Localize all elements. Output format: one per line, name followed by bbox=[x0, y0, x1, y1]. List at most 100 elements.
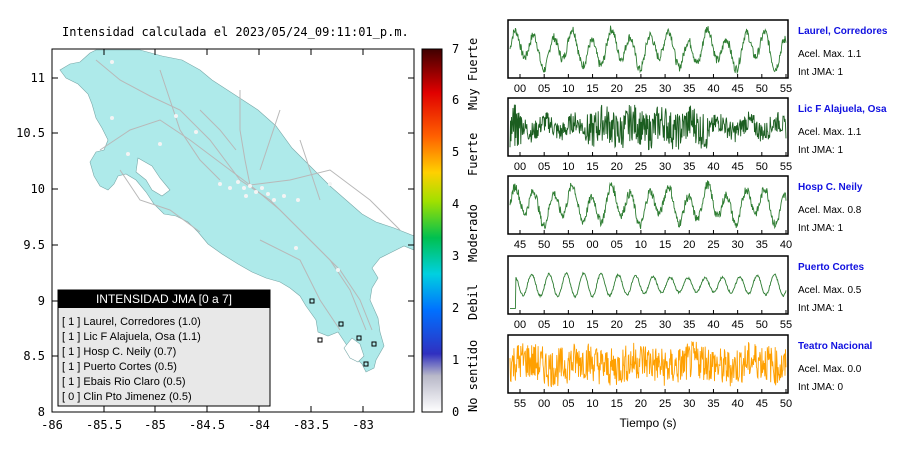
time-tick-label: 55 bbox=[780, 83, 792, 95]
x-tick-label: -83.5 bbox=[293, 418, 329, 432]
time-tick-label: 10 bbox=[586, 398, 598, 410]
time-tick-label: 15 bbox=[586, 319, 598, 331]
station-acel: Acel. Max. 1.1 bbox=[798, 127, 862, 138]
station-acel: Acel. Max. 0.0 bbox=[798, 364, 862, 375]
station-int: Int JMA: 0 bbox=[798, 382, 843, 393]
road-network bbox=[95, 59, 401, 331]
colorbar-tick: 0 bbox=[452, 405, 459, 419]
x-tick-label: -86 bbox=[41, 418, 63, 432]
time-tick-label: 30 bbox=[683, 398, 695, 410]
time-tick-label: 45 bbox=[514, 239, 526, 251]
time-tick-label: 20 bbox=[611, 161, 623, 173]
seismogram-panel: 55 00 05 10 15 20 25 30 35 40 45 50 Teatro Nacional A… bbox=[507, 334, 872, 410]
colorbar-gradient bbox=[421, 48, 443, 413]
time-tick-label: 50 bbox=[756, 161, 768, 173]
panel-frame bbox=[507, 255, 789, 315]
time-tick-label: 20 bbox=[635, 398, 647, 410]
colorbar-tick: 2 bbox=[452, 301, 459, 315]
time-tick-label: 45 bbox=[756, 398, 768, 410]
legend-entry: [ 1 ] Hosp C. Neily (0.7) bbox=[62, 346, 176, 358]
y-tick-label: 10.5 bbox=[16, 126, 45, 140]
time-tick-label: 45 bbox=[732, 319, 744, 331]
time-tick-label: 50 bbox=[756, 319, 768, 331]
time-tick-label: 25 bbox=[635, 161, 647, 173]
time-tick-label: 55 bbox=[514, 398, 526, 410]
colorbar-label-debil: Debil bbox=[466, 284, 480, 320]
x-tick-label: -84 bbox=[248, 418, 270, 432]
colorbar-tick: 4 bbox=[452, 197, 459, 211]
time-tick-label: 45 bbox=[732, 161, 744, 173]
colorbar-tick: 7 bbox=[452, 42, 459, 56]
time-tick-label: 20 bbox=[611, 83, 623, 95]
map-y-axis: 8 8.5 9 9.5 10 10.5 11 bbox=[16, 71, 414, 419]
station-name: Puerto Cortes bbox=[798, 262, 865, 273]
legend-box bbox=[57, 289, 271, 407]
y-tick-label: 9 bbox=[38, 294, 45, 308]
time-tick-label: 50 bbox=[538, 239, 550, 251]
station-acel: Acel. Max. 1.1 bbox=[798, 49, 862, 60]
time-tick-label: 00 bbox=[514, 161, 526, 173]
time-tick-label: 00 bbox=[538, 398, 550, 410]
time-tick-label: 00 bbox=[514, 83, 526, 95]
time-tick-label: 15 bbox=[611, 398, 623, 410]
station-int: Int JMA: 1 bbox=[798, 67, 843, 78]
legend-entry: [ 1 ] Laurel, Corredores (1.0) bbox=[62, 316, 201, 328]
colorbar-tick: 3 bbox=[452, 249, 459, 263]
colorbar-label-moderado: Moderado bbox=[466, 204, 480, 262]
time-axis-label: Tiempo (s) bbox=[620, 416, 677, 430]
time-tick-label: 25 bbox=[635, 83, 647, 95]
legend-entry: [ 1 ] Ebais Rio Claro (0.5) bbox=[62, 376, 186, 388]
gulf-of-nicoya bbox=[135, 157, 171, 197]
y-tick-label: 8 bbox=[38, 405, 45, 419]
time-tick-label: 20 bbox=[611, 319, 623, 331]
time-tick-label: 35 bbox=[683, 319, 695, 331]
map-x-axis: -86 -85.5 -85 -84.5 -84 -83.5 -83 bbox=[41, 49, 374, 432]
station-int: Int JMA: 1 bbox=[798, 223, 843, 234]
legend-title: INTENSIDAD JMA [0 a 7] bbox=[96, 292, 232, 306]
time-tick-label: 15 bbox=[586, 161, 598, 173]
legend-entry: [ 1 ] Lic F Alajuela, Osa (1.1) bbox=[62, 331, 201, 343]
colorbar-label-muy-fuerte: Muy Fuerte bbox=[466, 38, 480, 110]
station-name: Laurel, Corredores bbox=[798, 26, 888, 37]
time-tick-label: 25 bbox=[707, 239, 719, 251]
legend-entry: [ 1 ] Puerto Cortes (0.5) bbox=[62, 361, 177, 373]
time-tick-label: 10 bbox=[635, 239, 647, 251]
seismogram-panel: 00 05 10 15 20 25 30 35 40 45 50 55 Puerto Cortes Ace… bbox=[507, 255, 865, 331]
time-tick-label: 30 bbox=[659, 83, 671, 95]
time-tick-label: 55 bbox=[562, 239, 574, 251]
x-tick-label: -84.5 bbox=[189, 418, 225, 432]
time-tick-label: 15 bbox=[659, 239, 671, 251]
land-mass bbox=[59, 49, 415, 373]
town-markers bbox=[110, 60, 340, 272]
time-tick-label: 35 bbox=[707, 398, 719, 410]
x-tick-label: -85 bbox=[144, 418, 166, 432]
time-tick-label: 30 bbox=[732, 239, 744, 251]
time-tick-label: 25 bbox=[659, 398, 671, 410]
legend-entry: [ 0 ] Clin Pto Jimenez (0.5) bbox=[62, 391, 192, 403]
time-tick-label: 40 bbox=[780, 239, 792, 251]
time-tick-label: 05 bbox=[538, 161, 550, 173]
time-tick-label: 20 bbox=[683, 239, 695, 251]
waveform-trace bbox=[509, 340, 787, 388]
time-tick-label: 55 bbox=[780, 319, 792, 331]
map-frame bbox=[51, 48, 415, 413]
golfo-dulce bbox=[343, 337, 365, 363]
time-tick-label: 30 bbox=[659, 161, 671, 173]
colorbar-tick: 5 bbox=[452, 145, 459, 159]
time-tick-label: 55 bbox=[780, 161, 792, 173]
time-tick-label: 50 bbox=[756, 83, 768, 95]
intensity-colorbar: 0 1 2 3 4 5 6 7 No sentido Debil Moderad… bbox=[421, 38, 480, 419]
panel-frame bbox=[507, 19, 789, 79]
station-name: Teatro Nacional bbox=[798, 341, 872, 352]
seismogram-panel: 45 50 55 00 05 10 15 20 25 30 35 40 Hosp C. Neily Ace… bbox=[507, 175, 863, 251]
station-int: Int JMA: 1 bbox=[798, 303, 843, 314]
colorbar-tick: 6 bbox=[452, 93, 459, 107]
x-tick-label: -85.5 bbox=[86, 418, 122, 432]
time-tick-label: 10 bbox=[562, 161, 574, 173]
seismogram-panel: 00 05 10 15 20 25 30 35 40 45 50 55 Lic F Alajuela, … bbox=[507, 97, 887, 173]
x-tick-label: -83 bbox=[352, 418, 374, 432]
time-tick-label: 35 bbox=[756, 239, 768, 251]
time-tick-label: 00 bbox=[514, 319, 526, 331]
time-tick-label: 35 bbox=[683, 161, 695, 173]
